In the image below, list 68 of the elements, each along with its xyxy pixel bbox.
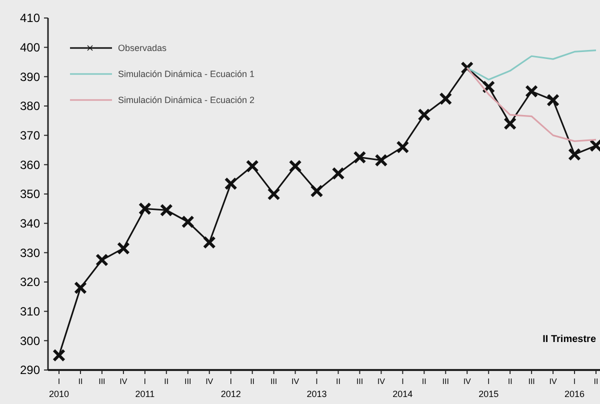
point bbox=[525, 84, 538, 98]
point bbox=[202, 236, 216, 249]
x-tick-label: III bbox=[270, 377, 278, 386]
point bbox=[439, 92, 452, 106]
point bbox=[288, 160, 302, 173]
x-tick-label: I 2014 bbox=[392, 377, 413, 399]
legend-label: Observadas bbox=[118, 43, 168, 54]
x-tick-label: IV bbox=[292, 377, 300, 386]
point bbox=[160, 204, 173, 217]
y-tick-label: 330 bbox=[20, 246, 40, 260]
x-tick-label: IV bbox=[120, 377, 128, 386]
x-tick-label: III bbox=[442, 377, 449, 386]
point bbox=[224, 177, 238, 190]
point bbox=[95, 254, 108, 266]
x-tick-label: IV bbox=[549, 377, 558, 386]
point bbox=[353, 150, 366, 164]
y-tick-label: 310 bbox=[20, 304, 40, 319]
x-tick-label: II bbox=[594, 377, 598, 386]
x-tick-label: I 2011 bbox=[135, 377, 155, 399]
y-tick-label: 290 bbox=[20, 363, 40, 378]
y-tick-label: 320 bbox=[20, 275, 40, 290]
x-tick-label: II bbox=[508, 377, 512, 386]
x-tick-label: I 2015 bbox=[478, 377, 499, 399]
point bbox=[418, 108, 431, 122]
y-tick-label: 400 bbox=[20, 40, 40, 55]
x-tick-label: II bbox=[78, 377, 83, 386]
point bbox=[181, 215, 194, 228]
point bbox=[52, 348, 66, 362]
x-tick-label: III bbox=[98, 377, 106, 386]
x-tick-label: I 2013 bbox=[306, 377, 327, 399]
x-tick-label: IV bbox=[206, 377, 214, 386]
point bbox=[74, 281, 87, 294]
point bbox=[116, 242, 130, 255]
x-tick-label: I 2010 bbox=[48, 377, 70, 399]
x-tick-label: III bbox=[356, 377, 364, 386]
point bbox=[546, 94, 560, 107]
y-tick-label: 360 bbox=[20, 158, 40, 172]
x-tick-label: II bbox=[164, 377, 169, 386]
y-tick-label: 390 bbox=[20, 70, 40, 84]
y-tick-label: 340 bbox=[20, 216, 40, 231]
legend-label: Simulación Dinámica - Ecuación 1 bbox=[118, 69, 255, 80]
x-tick-label: I 2012 bbox=[220, 377, 241, 399]
point bbox=[267, 188, 280, 200]
legend-label: Simulación Dinámica - Ecuación 2 bbox=[118, 95, 255, 106]
annotation: II Trimestre bbox=[542, 334, 596, 345]
y-tick-label: 350 bbox=[20, 187, 40, 202]
point bbox=[504, 117, 517, 130]
point bbox=[374, 154, 388, 167]
y-tick-label: 380 bbox=[20, 99, 40, 114]
line-series bbox=[466, 67, 597, 142]
x-tick-label: III bbox=[528, 377, 535, 386]
x-tick-label: II bbox=[422, 377, 426, 386]
x-tick-label: III bbox=[184, 377, 192, 386]
y-tick-label: 370 bbox=[20, 128, 40, 143]
point bbox=[396, 140, 410, 154]
y-tick-label: 410 bbox=[20, 11, 40, 26]
point bbox=[138, 202, 152, 216]
x-tick-label: I 2016 bbox=[564, 377, 585, 399]
x-tick-label: IV bbox=[377, 377, 386, 386]
x-tick-label: IV bbox=[463, 377, 472, 386]
x-tick-label: II bbox=[336, 377, 340, 386]
x-tick-label: II bbox=[250, 377, 255, 386]
point bbox=[332, 166, 345, 180]
y-tick-label: 300 bbox=[20, 334, 40, 348]
line-series bbox=[466, 49, 597, 80]
point bbox=[568, 148, 582, 161]
point bbox=[310, 184, 324, 198]
point bbox=[246, 160, 259, 173]
